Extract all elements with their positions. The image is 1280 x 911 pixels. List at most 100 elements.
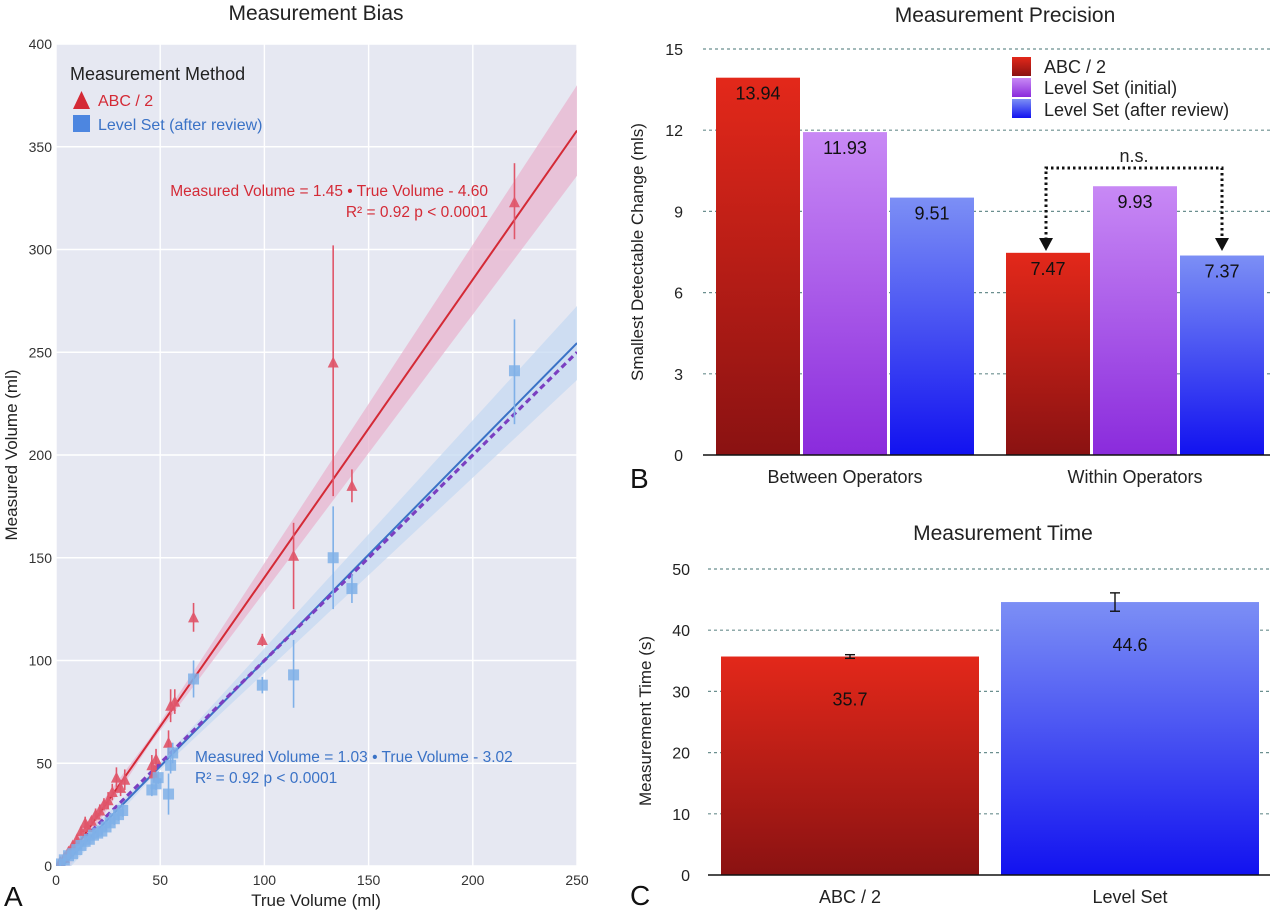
precision-chart: Measurement Precision 13.94 11.93 9.51 7.47…: [628, 4, 1270, 494]
levelset-data-point: [288, 669, 300, 681]
time-bar-abc: [721, 656, 979, 875]
precision-bar-levelset-initial: [803, 132, 887, 455]
abc-fit-stats: R² = 0.92 p < 0.0001: [346, 204, 488, 221]
ns-arrow-right: [1215, 238, 1229, 251]
precision-y-tick-label: 3: [674, 367, 683, 384]
bias-x-tick-label: 250: [565, 872, 589, 888]
bias-y-tick-label: 50: [36, 755, 52, 771]
time-category-label: Level Set: [1092, 887, 1167, 907]
precision-y-tick-label: 0: [674, 448, 683, 465]
time-category-label: ABC / 2: [819, 887, 881, 907]
time-y-tick-label: 40: [672, 623, 690, 640]
bias-x-tick-label: 200: [461, 872, 485, 888]
time-y-tick-label: 30: [672, 684, 690, 701]
precision-category-label: Between Operators: [767, 467, 922, 487]
legend-levelset-review-swatch: [1012, 99, 1031, 118]
bias-x-tick-label: 100: [253, 872, 277, 888]
precision-bar-levelset-review: [1180, 255, 1264, 455]
time-y-tick-label: 20: [672, 746, 690, 763]
time-y-axis-label: Measurement Time (s): [636, 636, 655, 806]
abc-data-point: [102, 794, 114, 806]
ns-arrow-left: [1039, 238, 1053, 251]
levelset-data-point: [346, 583, 358, 595]
abc-legend-marker: [73, 91, 90, 109]
precision-value-label: 9.93: [1117, 192, 1152, 212]
levelset-legend-label: Level Set (after review): [98, 117, 263, 134]
levelset-data-point: [188, 673, 200, 685]
ns-annotation: n.s.: [1039, 146, 1229, 251]
bias-fit-lines: [56, 129, 577, 866]
bias-chart-title: Measurement Bias: [228, 2, 403, 25]
precision-legend: ABC / 2 Level Set (initial) Level Set (a…: [1012, 57, 1229, 120]
abc-data-point: [508, 196, 520, 208]
levelset-data-point: [152, 772, 164, 784]
abc-data-point: [110, 771, 122, 783]
identity-line: [56, 351, 577, 866]
legend-abc-swatch: [1012, 57, 1031, 76]
precision-y-tick-label: 15: [665, 42, 683, 59]
abc-fit-line: [61, 129, 577, 866]
levelset-fit-line: [60, 342, 577, 866]
abc-data-point: [85, 814, 97, 826]
abc-fit-equation: Measured Volume = 1.45 • True Volume - 4…: [170, 183, 488, 200]
legend-abc-label: ABC / 2: [1044, 57, 1106, 77]
levelset-data-point: [163, 788, 175, 800]
bias-y-tick-label: 300: [29, 242, 53, 258]
levelset-legend-marker: [73, 115, 90, 132]
bias-legend: Measurement Method ABC / 2 Level Set (af…: [70, 64, 263, 134]
bias-x-tick-label: 0: [52, 872, 60, 888]
time-bar-levelset: [1001, 602, 1259, 875]
precision-axis-ticks: 0 3 6 9 12 15 Between Operators Within Operator…: [665, 42, 1202, 487]
bias-y-tick-label: 150: [29, 550, 53, 566]
abc-data-point: [256, 633, 268, 645]
precision-bar-abc: [716, 77, 800, 455]
bias-data-points: [56, 163, 520, 866]
levelset-fit-stats: R² = 0.92 p < 0.0001: [195, 770, 337, 787]
bias-y-tick-label: 350: [29, 139, 53, 155]
time-y-tick-label: 10: [672, 807, 690, 824]
abc-data-point: [115, 781, 127, 793]
time-axis-ticks: 0 10 20 30 40 50 ABC / 2 Level Set: [672, 562, 1167, 907]
abc-data-point: [75, 825, 87, 837]
time-bars: 35.7 44.6: [708, 592, 1270, 876]
abc-data-point: [288, 549, 300, 561]
abc-data-point: [327, 356, 339, 368]
precision-y-tick-label: 12: [665, 123, 683, 140]
precision-value-label: 13.94: [735, 84, 780, 104]
abc-data-point: [119, 773, 131, 785]
precision-category-label: Within Operators: [1067, 467, 1202, 487]
panel-c-label: C: [630, 880, 650, 911]
bias-chart: Measurement Bias 0 50 100 150 200 250 0 50 100 15…: [2, 2, 589, 911]
precision-chart-title: Measurement Precision: [895, 4, 1116, 27]
bias-y-tick-label: 200: [29, 447, 53, 463]
abc-data-point: [106, 786, 118, 798]
precision-bar-levelset-initial: [1093, 186, 1177, 455]
precision-y-axis-label: Smallest Detectable Change (mls): [628, 123, 647, 381]
time-chart-title: Measurement Time: [913, 522, 1093, 545]
precision-value-label: 11.93: [823, 138, 867, 158]
ns-label: n.s.: [1119, 146, 1148, 166]
levelset-data-point: [146, 784, 158, 796]
abc-data-point: [81, 820, 93, 832]
abc-data-point: [163, 736, 175, 748]
precision-bars: 13.94 11.93 9.51 7.47 9.93 7.37: [703, 77, 1270, 456]
precision-value-label: 7.37: [1204, 262, 1239, 282]
abc-data-point: [169, 695, 181, 707]
abc-data-point: [188, 611, 200, 623]
precision-y-tick-label: 6: [674, 286, 683, 303]
abc-data-point: [150, 753, 162, 765]
levelset-data-point: [165, 759, 177, 771]
legend-levelset-initial-swatch: [1012, 78, 1031, 97]
panel-b-label: B: [630, 463, 649, 494]
bias-y-axis-label: Measured Volume (ml): [2, 369, 21, 540]
panel-a-label: A: [4, 881, 23, 911]
time-y-tick-label: 0: [681, 868, 690, 885]
time-value-label: 35.7: [832, 690, 867, 710]
levelset-data-point: [327, 552, 339, 564]
time-value-label: 44.6: [1112, 635, 1147, 655]
abc-data-point: [346, 479, 358, 491]
bias-y-tick-label: 100: [29, 653, 53, 669]
precision-value-label: 9.51: [914, 204, 949, 224]
time-chart: Measurement Time 35.7 44.6 0 10 20 30 40 50 ABC…: [630, 522, 1270, 911]
